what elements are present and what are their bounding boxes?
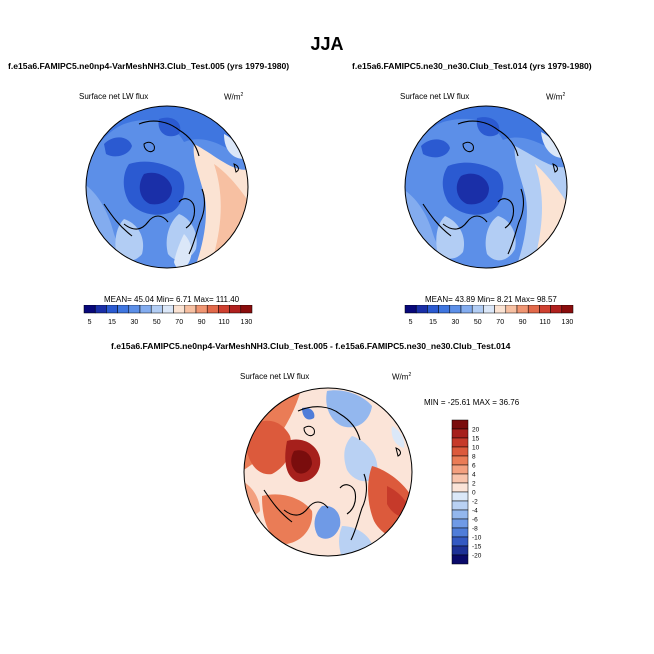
- panel-2-stats: MEAN= 43.89 Min= 8.21 Max= 98.57: [425, 295, 557, 304]
- panel-2-colorbar-box: [438, 305, 451, 314]
- panel-1-colorbar-tick-label: 50: [153, 319, 161, 326]
- panel-1-colorbar-box: [206, 305, 219, 314]
- diff-colorbar-tick-label: -8: [472, 526, 478, 533]
- diff-colorbar-box: [451, 428, 469, 439]
- diff-colorbar-tick-label: 6: [472, 463, 476, 470]
- diff-colorbar-box: [451, 509, 469, 520]
- diff-colorbar-tick-label: 15: [472, 436, 480, 443]
- panel-2-colorbar-box: [460, 305, 473, 314]
- panel-1-colorbar: 5 15 30 50 70 90 110 130: [83, 305, 253, 326]
- panel-2-map: [404, 105, 568, 269]
- panel-2-colorbar: 5 15 30 50 70 90 110 130: [404, 305, 574, 326]
- panel-2-colorbar-box: [483, 305, 495, 314]
- panel-1-colorbar-box: [162, 305, 174, 314]
- panel-1-colorbar-box: [240, 305, 253, 314]
- panel-1-colorbar-tick-label: 30: [131, 319, 139, 326]
- panel-2-colorbar-tick-label: 130: [562, 319, 574, 326]
- panel-2-colorbar-box: [516, 305, 529, 314]
- panel-1-colorbar-box: [229, 305, 242, 314]
- panel-1-case-title: f.e15a6.FAMIPC5.ne0np4-VarMeshNH3.Club_T…: [8, 61, 290, 71]
- panel-1-colorbar-box: [128, 305, 141, 314]
- diff-colorbar-tick-label: -10: [472, 535, 482, 542]
- diff-colorbar-tick-label: 0: [472, 490, 476, 497]
- panel-1-colorbar-box: [139, 305, 152, 314]
- panel-2-colorbar-tick-label: 5: [409, 319, 413, 326]
- panel-1-colorbar-tick-label: 5: [88, 319, 92, 326]
- panel-1-colorbar-box: [195, 305, 208, 314]
- diff-colorbar-box: [451, 455, 469, 466]
- diff-colorbar-tick-label: -6: [472, 517, 478, 524]
- diff-colorbar-box: [451, 473, 469, 484]
- diff-colorbar-box: [451, 518, 469, 529]
- panel-1-colorbar-tick-label: 110: [218, 319, 229, 326]
- panel-2-units: W/m2: [546, 92, 566, 102]
- panel-1-colorbar-box: [106, 305, 118, 314]
- diff-colorbar-box: [451, 446, 469, 457]
- panel-2-colorbar-box: [471, 305, 484, 314]
- diff-colorbar-tick-label: -4: [472, 508, 478, 515]
- diff-colorbar-tick-label: 20: [472, 427, 480, 434]
- panel-1-colorbar-tick-label: 90: [198, 319, 206, 326]
- panel-2-field-label: Surface net LW flux: [400, 92, 470, 101]
- panel-2-colorbar-tick-label: 50: [474, 319, 482, 326]
- panel-1-colorbar-tick-label: 130: [241, 319, 253, 326]
- panel-1-colorbar-box: [173, 305, 186, 314]
- diff-colorbar-box: [451, 554, 469, 565]
- panel-2-colorbar-box: [527, 305, 540, 314]
- panel-1-colorbar-box: [117, 305, 130, 314]
- panel-1-field-label: Surface net LW flux: [79, 92, 149, 101]
- diff-panel-map: [243, 387, 413, 557]
- panel-2-colorbar-box: [539, 305, 551, 314]
- diff-colorbar-tick-label: 2: [472, 481, 476, 488]
- panel-2-colorbar-tick-label: 30: [452, 319, 460, 326]
- diff-panel-field-label: Surface net LW flux: [240, 372, 310, 381]
- panel-2-colorbar-tick-label: 70: [496, 319, 504, 326]
- panel-1-colorbar-box: [218, 305, 230, 314]
- diff-colorbar-tick-label: -15: [472, 544, 482, 551]
- panel-1-stats: MEAN= 45.04 Min= 6.71 Max= 111.40: [104, 295, 240, 304]
- panel-2-colorbar-box: [494, 305, 507, 314]
- diff-colorbar-box: [451, 491, 469, 502]
- diff-colorbar-box: [451, 500, 469, 511]
- diff-colorbar-box: [451, 419, 469, 430]
- diff-colorbar-box: [451, 437, 469, 448]
- panel-1-colorbar-box: [150, 305, 163, 314]
- panel-1-colorbar-box: [94, 305, 107, 314]
- panel-2-colorbar-tick-label: 110: [539, 319, 550, 326]
- panel-1-colorbar-tick-label: 15: [108, 319, 116, 326]
- diff-colorbar-tick-label: 8: [472, 454, 476, 461]
- diff-colorbar-tick-label: 4: [472, 472, 476, 479]
- panel-2-colorbar-tick-label: 15: [429, 319, 437, 326]
- diff-panel-case-title: f.e15a6.FAMIPC5.ne0np4-VarMeshNH3.Club_T…: [111, 341, 511, 351]
- panel-1-colorbar-box: [83, 305, 96, 314]
- page-title: JJA: [310, 34, 344, 54]
- panel-2-colorbar-box: [561, 305, 574, 314]
- panel-2-colorbar-box: [415, 305, 428, 314]
- diff-colorbar-box: [451, 545, 469, 556]
- panel-1-colorbar-box: [184, 305, 197, 314]
- diff-panel-stats: MIN = -25.61 MAX = 36.76: [424, 398, 520, 407]
- panel-2-colorbar-box: [505, 305, 518, 314]
- diff-colorbar-tick-label: -2: [472, 499, 478, 506]
- panel-2-case-title: f.e15a6.FAMIPC5.ne30_ne30.Club_Test.014 …: [352, 61, 592, 71]
- panel-2-colorbar-box: [550, 305, 563, 314]
- diff-panel-units: W/m2: [392, 372, 412, 382]
- diff-colorbar-box: [451, 527, 469, 538]
- diff-colorbar-box: [451, 482, 469, 493]
- panel-2-colorbar-box: [449, 305, 462, 314]
- panel-2-colorbar-tick-label: 90: [519, 319, 527, 326]
- panel-1-map: [85, 105, 249, 269]
- diff-colorbar-box: [451, 536, 469, 547]
- diff-colorbar-tick-label: -20: [472, 553, 482, 560]
- diff-colorbar-box: [451, 464, 469, 475]
- panel-2-colorbar-box: [427, 305, 439, 314]
- panel-1-units: W/m2: [224, 92, 244, 102]
- diff-colorbar-tick-label: 10: [472, 445, 480, 452]
- panel-2-colorbar-box: [404, 305, 417, 314]
- panel-1-colorbar-tick-label: 70: [175, 319, 183, 326]
